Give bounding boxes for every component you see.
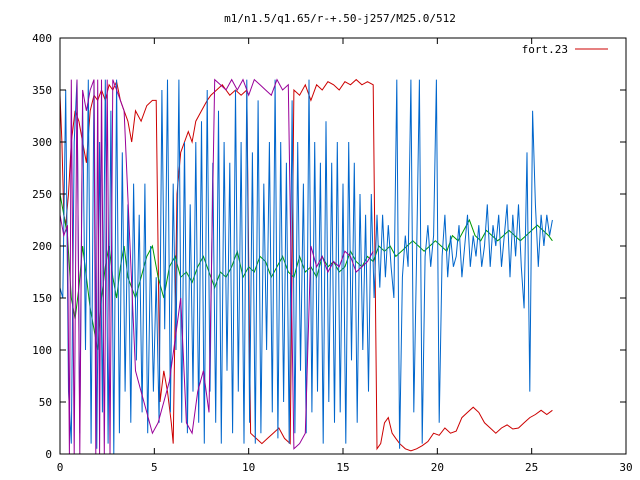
series-line-1 [59, 193, 553, 351]
legend-label-fort-23: fort.23 [522, 43, 568, 56]
x-tick-label-0: 0 [57, 461, 64, 474]
y-tick-label-6: 300 [32, 136, 52, 149]
x-tick-label-6: 30 [619, 461, 632, 474]
x-tick-label-1: 5 [151, 461, 158, 474]
y-tick-label-2: 100 [32, 344, 52, 357]
series-line-0 [59, 78, 553, 452]
y-tick-label-8: 400 [32, 32, 52, 45]
y-tick-label-7: 350 [32, 84, 52, 97]
x-tick-label-5: 25 [525, 461, 538, 474]
legend: fort.23 [522, 43, 608, 56]
y-tick-label-5: 250 [32, 188, 52, 201]
chart-title: m1/n1.5/q1.65/r-+.50-j257/M25.0/512 [224, 12, 456, 25]
x-tick-label-2: 10 [242, 461, 255, 474]
x-tick-label-3: 15 [336, 461, 349, 474]
series-layer [59, 78, 553, 455]
plot-frame [59, 37, 627, 455]
series-line-3 [59, 78, 374, 455]
series-line-2 [59, 79, 553, 455]
y-tick-label-0: 0 [45, 448, 52, 461]
y-tick-label-4: 200 [32, 240, 52, 253]
x-tick-label-4: 20 [431, 461, 444, 474]
y-tick-label-3: 150 [32, 292, 52, 305]
axes-layer: 0 50 100 150 200 250 300 350 400 0 5 10 15 20 25 30 [32, 32, 633, 474]
y-tick-label-1: 50 [39, 396, 52, 409]
